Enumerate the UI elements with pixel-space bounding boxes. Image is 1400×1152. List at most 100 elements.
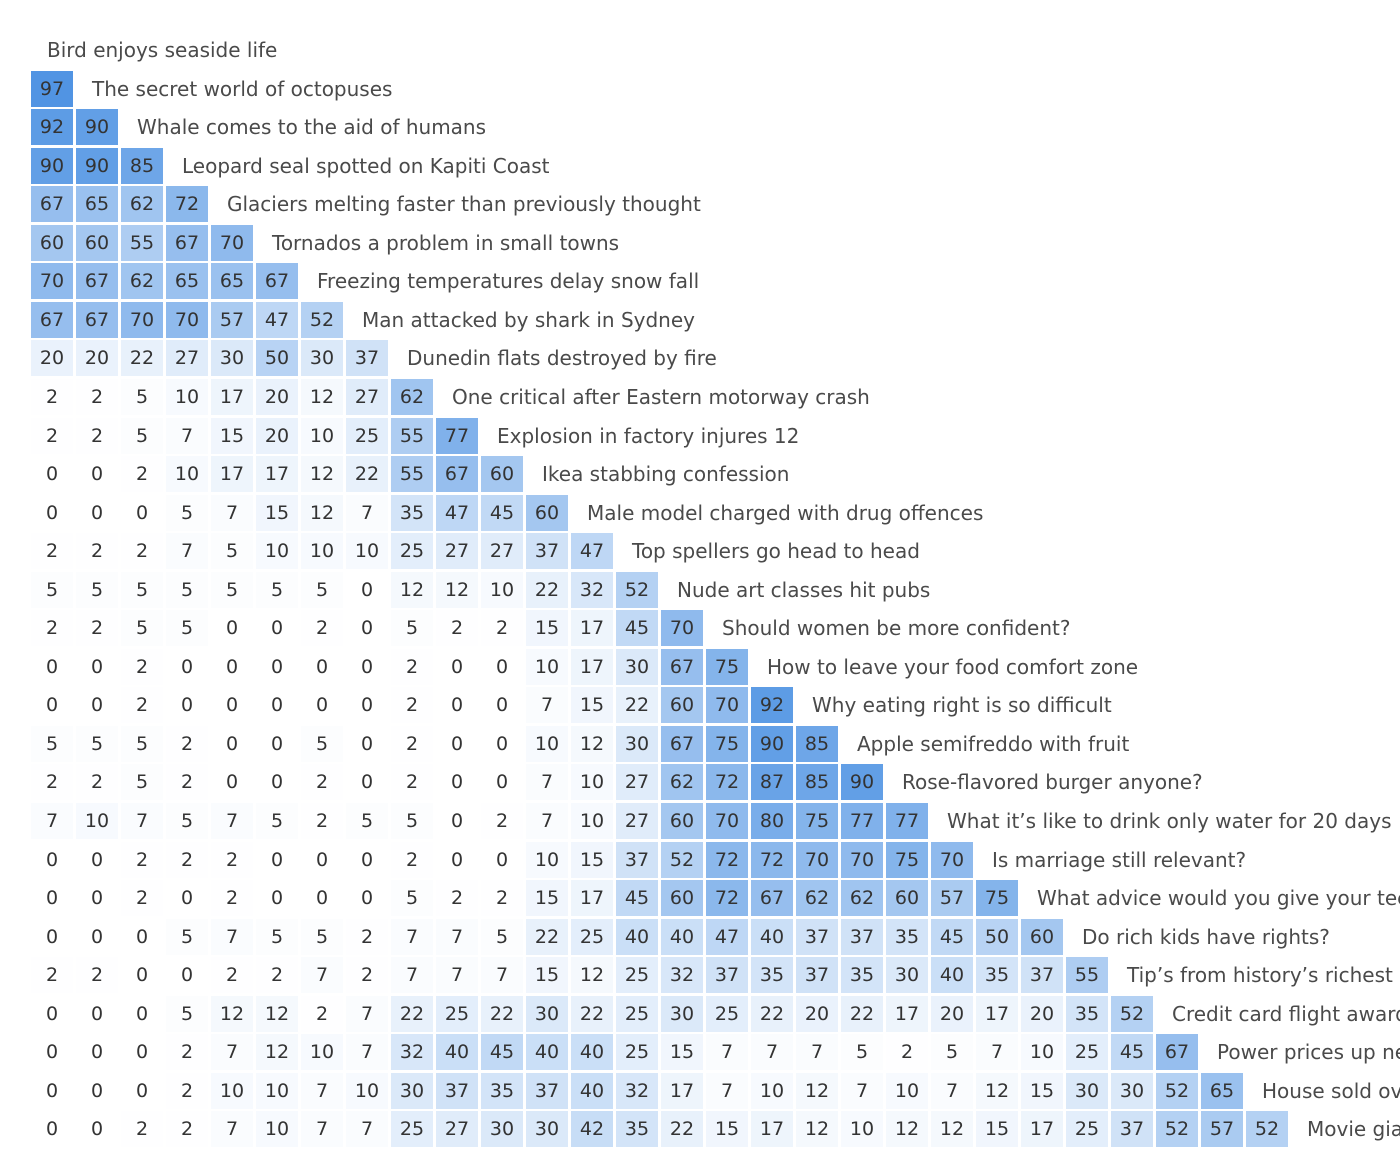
heatmap-cell: 35 <box>976 957 1018 994</box>
heatmap-cell: 7 <box>526 764 568 801</box>
heatmap-cell: 2 <box>166 841 208 878</box>
heatmap-cell: 20 <box>796 995 838 1032</box>
row-label: Man attacked by shark in Sydney <box>362 307 695 332</box>
heatmap-cell: 30 <box>526 1111 568 1148</box>
heatmap-cell: 52 <box>1111 995 1153 1032</box>
heatmap-cell: 5 <box>391 610 433 647</box>
heatmap-cell: 15 <box>976 1111 1018 1148</box>
heatmap-cell: 47 <box>571 533 613 570</box>
heatmap-cell: 2 <box>31 764 73 801</box>
heatmap-cell: 67 <box>31 301 73 338</box>
heatmap-cell: 0 <box>301 880 343 917</box>
heatmap-cell: 10 <box>571 803 613 839</box>
row-label: Movie gia <box>1307 1117 1400 1142</box>
heatmap-cell: 37 <box>796 957 838 994</box>
heatmap-cell: 2 <box>211 957 253 994</box>
heatmap-cell: 40 <box>571 1072 613 1109</box>
heatmap-cell: 52 <box>1156 1111 1198 1148</box>
heatmap-cell: 10 <box>526 841 568 878</box>
heatmap-cell: 12 <box>301 378 343 415</box>
heatmap-cell: 60 <box>661 687 703 724</box>
heatmap-cell: 5 <box>481 918 523 955</box>
heatmap-cell: 5 <box>211 533 253 570</box>
heatmap-cell: 12 <box>931 1111 973 1148</box>
heatmap-cell: 2 <box>391 764 433 801</box>
heatmap-cell: 2 <box>301 803 343 839</box>
heatmap-cell: 35 <box>751 957 793 994</box>
heatmap-cell: 7 <box>301 1072 343 1109</box>
heatmap-cell: 25 <box>616 1034 658 1071</box>
row-label: Credit card flight awards <box>1172 1001 1400 1026</box>
heatmap-cell: 0 <box>346 648 388 685</box>
heatmap-cell: 0 <box>76 1111 118 1148</box>
heatmap-cell: 12 <box>211 995 253 1032</box>
heatmap-cell: 20 <box>256 378 298 415</box>
heatmap-cell: 2 <box>76 533 118 570</box>
heatmap-cell: 12 <box>976 1072 1018 1109</box>
heatmap-cell: 15 <box>571 841 613 878</box>
heatmap-cell: 0 <box>301 648 343 685</box>
heatmap-cell: 2 <box>346 918 388 955</box>
heatmap-cell: 5 <box>166 803 208 839</box>
heatmap-cell: 0 <box>346 687 388 724</box>
heatmap-cell: 7 <box>166 533 208 570</box>
heatmap-cell: 72 <box>706 764 748 801</box>
heatmap-cell: 12 <box>571 725 613 762</box>
heatmap-cell: 17 <box>661 1072 703 1109</box>
heatmap-cell: 37 <box>526 533 568 570</box>
heatmap-cell: 27 <box>616 764 658 801</box>
heatmap-cell: 2 <box>76 957 118 994</box>
heatmap-cell: 30 <box>481 1111 523 1148</box>
heatmap-cell: 2 <box>31 957 73 994</box>
heatmap-cell: 2 <box>301 995 343 1032</box>
heatmap-cell: 7 <box>211 1034 253 1071</box>
heatmap-cell: 12 <box>301 456 343 493</box>
heatmap-cell: 7 <box>391 918 433 955</box>
heatmap-cell: 60 <box>661 803 703 839</box>
heatmap-cell: 35 <box>841 957 883 994</box>
heatmap-cell: 7 <box>211 494 253 531</box>
heatmap-cell: 50 <box>256 340 298 377</box>
heatmap-cell: 5 <box>76 571 118 608</box>
heatmap-cell: 60 <box>31 224 73 261</box>
heatmap-cell: 22 <box>121 340 163 377</box>
heatmap-cell: 2 <box>166 1034 208 1071</box>
row-label: Freezing temperatures delay snow fall <box>317 269 700 294</box>
row-label: Should women be more confident? <box>722 616 1071 641</box>
heatmap-cell: 5 <box>391 880 433 917</box>
heatmap-cell: 12 <box>796 1072 838 1109</box>
heatmap-cell: 7 <box>166 417 208 454</box>
heatmap-cell: 7 <box>346 995 388 1032</box>
heatmap-cell: 37 <box>841 918 883 955</box>
heatmap-cell: 30 <box>886 957 928 994</box>
heatmap-cell: 12 <box>391 571 433 608</box>
heatmap-cell: 0 <box>31 880 73 917</box>
heatmap-cell: 80 <box>751 803 793 839</box>
heatmap-cell: 0 <box>31 1111 73 1148</box>
heatmap-cell: 7 <box>391 957 433 994</box>
heatmap-cell: 52 <box>1156 1072 1198 1109</box>
heatmap-cell: 60 <box>76 224 118 261</box>
heatmap-cell: 0 <box>121 494 163 531</box>
heatmap-cell: 37 <box>796 918 838 955</box>
heatmap-cell: 7 <box>796 1034 838 1071</box>
heatmap-cell: 0 <box>31 1034 73 1071</box>
heatmap-cell: 0 <box>346 764 388 801</box>
heatmap-cell: 45 <box>616 610 658 647</box>
heatmap-cell: 52 <box>1246 1111 1288 1148</box>
heatmap-cell: 17 <box>571 610 613 647</box>
heatmap-cell: 0 <box>76 995 118 1032</box>
heatmap-cell: 10 <box>256 1111 298 1148</box>
heatmap-cell: 62 <box>391 378 433 415</box>
heatmap-cell: 55 <box>121 224 163 261</box>
heatmap-cell: 27 <box>616 803 658 839</box>
heatmap-cell: 25 <box>391 1111 433 1148</box>
heatmap-cell: 2 <box>166 725 208 762</box>
row-label: Power prices up ne <box>1217 1040 1400 1065</box>
heatmap-cell: 0 <box>76 918 118 955</box>
heatmap-cell: 0 <box>76 1034 118 1071</box>
heatmap-cell: 0 <box>256 841 298 878</box>
heatmap-cell: 65 <box>211 263 253 300</box>
heatmap-cell: 75 <box>976 880 1018 917</box>
heatmap-cell: 27 <box>346 378 388 415</box>
